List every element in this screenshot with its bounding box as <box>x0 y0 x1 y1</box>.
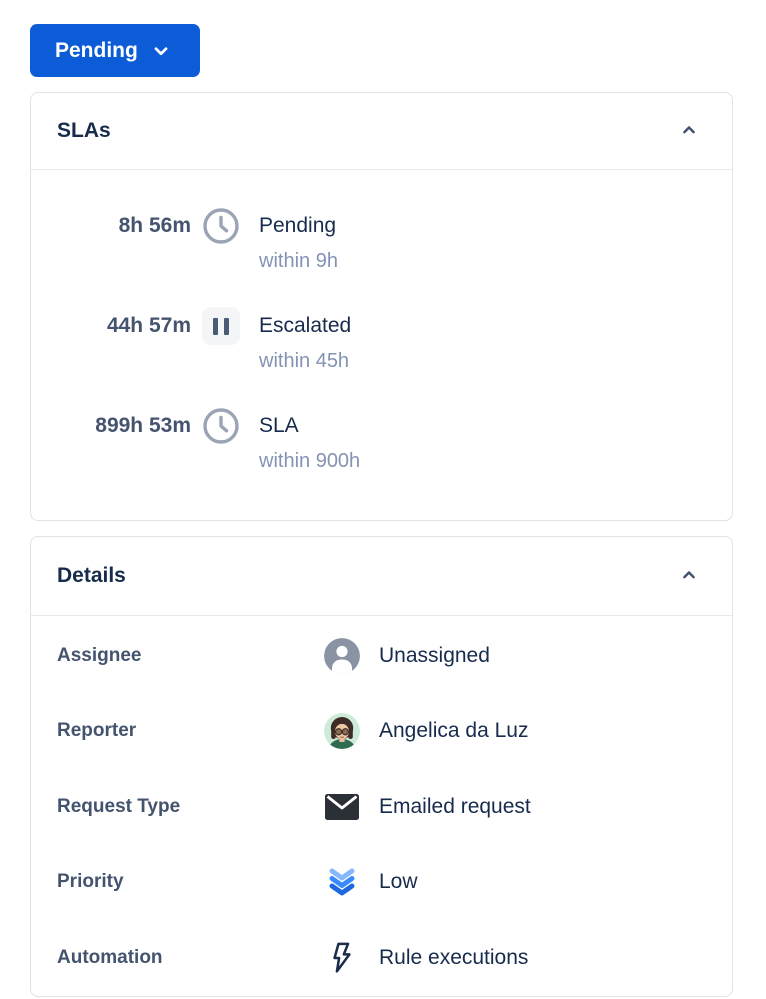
assignee-field[interactable]: Unassigned <box>324 637 490 674</box>
details-card: Details Assignee <box>30 536 733 997</box>
sla-row: 44h 57m Escalated within 45h <box>31 306 706 376</box>
status-dropdown-button[interactable]: Pending <box>30 24 200 77</box>
field-row-assignee: Assignee Unassigned <box>57 618 706 694</box>
field-label: Priority <box>57 871 124 893</box>
sla-goal: within 45h <box>259 350 350 372</box>
sla-goal: within 9h <box>259 250 338 272</box>
field-label: Request Type <box>57 795 181 817</box>
reporter-value: Angelica da Luz <box>379 719 529 743</box>
email-icon <box>324 789 360 825</box>
slas-collapse-button[interactable] <box>672 114 706 148</box>
sla-row: 899h 53m SLA within 900h <box>31 406 706 476</box>
request-type-field[interactable]: Emailed request <box>324 789 531 825</box>
sla-time-remaining: 8h 56m <box>118 214 191 237</box>
automation-field[interactable]: Rule executions <box>324 940 528 976</box>
default-avatar-icon <box>324 637 360 674</box>
clock-icon <box>201 406 241 446</box>
field-label: Reporter <box>57 720 137 742</box>
status-label: Pending <box>55 38 138 62</box>
priority-value: Low <box>379 870 418 894</box>
field-row-request-type: Request Type Emailed request <box>57 769 706 845</box>
paused-icon <box>201 306 241 346</box>
priority-field[interactable]: Low <box>324 864 418 900</box>
field-label: Assignee <box>57 644 142 666</box>
field-label: Automation <box>57 946 163 968</box>
sla-time-remaining: 44h 57m <box>106 314 191 337</box>
slas-body: 8h 56m Pending within 9h 44h 57m <box>31 170 732 520</box>
sla-name: Escalated <box>259 314 352 337</box>
details-body: Assignee Unassigned <box>31 616 732 996</box>
field-row-automation: Automation Rule executions <box>57 920 706 996</box>
assignee-value: Unassigned <box>379 643 490 667</box>
sla-time-remaining: 899h 53m <box>95 414 191 437</box>
slas-card-header: SLAs <box>31 93 732 170</box>
reporter-field[interactable]: Angelica da Luz <box>324 713 529 750</box>
request-type-value: Emailed request <box>379 794 531 818</box>
priority-low-icon <box>324 864 360 900</box>
chevron-up-icon <box>679 565 699 588</box>
sla-goal: within 900h <box>259 450 361 472</box>
details-card-header: Details <box>31 537 732 616</box>
chevron-up-icon <box>679 120 699 143</box>
sla-meta: Escalated within 45h <box>259 306 351 376</box>
details-title: Details <box>57 564 126 587</box>
sla-row: 8h 56m Pending within 9h <box>31 206 706 276</box>
reporter-avatar <box>324 713 360 750</box>
field-row-priority: Priority Low <box>57 845 706 921</box>
slas-card: SLAs 8h 56m Pending <box>30 92 733 521</box>
sla-name: Pending <box>259 214 337 237</box>
sla-meta: SLA within 900h <box>259 406 360 476</box>
slas-title: SLAs <box>57 119 111 142</box>
automation-value: Rule executions <box>379 945 529 969</box>
chevron-down-icon <box>150 40 172 62</box>
lightning-bolt-icon <box>324 940 360 976</box>
details-collapse-button[interactable] <box>672 559 706 593</box>
clock-icon <box>201 206 241 246</box>
sla-meta: Pending within 9h <box>259 206 338 276</box>
sla-name: SLA <box>259 414 299 437</box>
field-row-reporter: Reporter <box>57 694 706 770</box>
